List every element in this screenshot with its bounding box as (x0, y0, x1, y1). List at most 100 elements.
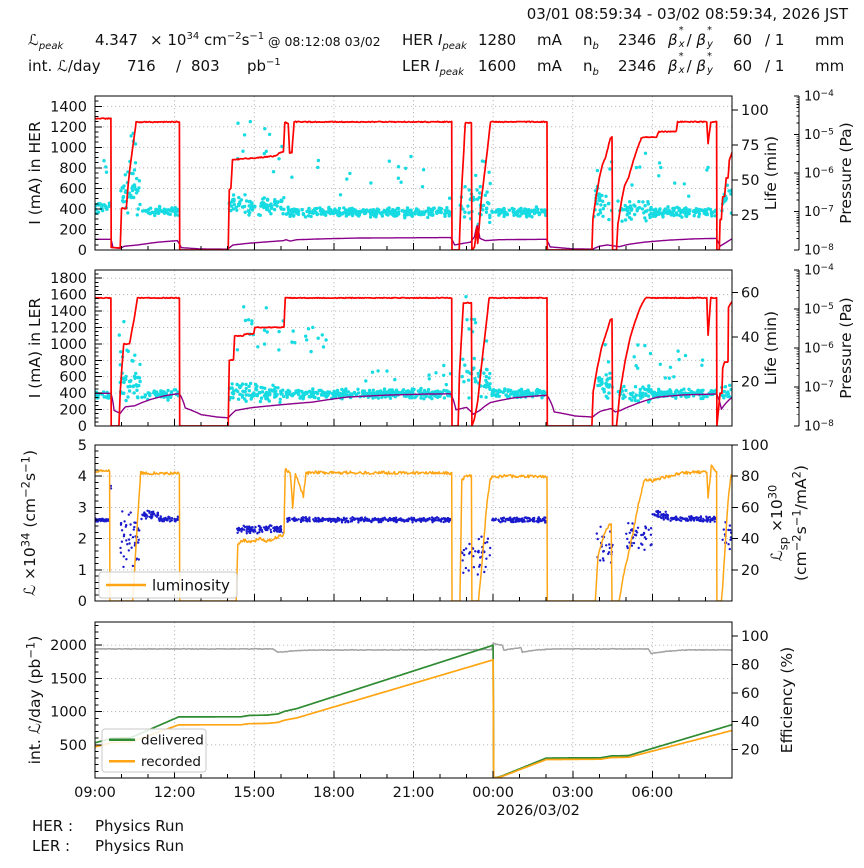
svg-text:10−5: 10−5 (804, 128, 834, 144)
svg-text:200: 200 (59, 403, 87, 419)
svg-text:10−7: 10−7 (804, 205, 834, 221)
series-group (95, 117, 732, 250)
her-status-label: HER : (32, 817, 74, 835)
svg-text:int. ℒ/day (pb−1): int. ℒ/day (pb−1) (24, 636, 45, 765)
svg-text:25: 25 (741, 208, 759, 224)
lpeak-timestamp: @ 08:12:08 03/02 (268, 34, 381, 49)
axis-labels: 0 1 2 3 4 5 20 40 60 80 100 ℒ ×1034 (cm−2s−1) ℒsp ×1… (19, 438, 811, 610)
series-luminosity (95, 464, 732, 601)
svg-text:5: 5 (78, 438, 87, 454)
series-delivered (95, 644, 732, 778)
svg-text:40: 40 (741, 714, 759, 730)
ler-betax-value: 60 (733, 57, 753, 75)
lpeak-unit: × 1034 cm−2s−1 (150, 31, 265, 49)
svg-text:00:00: 00:00 (472, 785, 514, 801)
header: 03/01 08:59:34 - 03/02 08:59:34, 2026 JS… (0, 0, 864, 84)
intlum-unit: pb−1 (247, 57, 281, 75)
ler-nb-value: 2346 (618, 57, 657, 75)
svg-text:100: 100 (741, 629, 769, 645)
her-beta-unit: mm (815, 31, 845, 49)
svg-text:Pressure (Pa): Pressure (Pa) (837, 122, 855, 223)
ler-status-value: Physics Run (95, 837, 185, 855)
svg-text:18:00: 18:00 (313, 785, 355, 801)
svg-text:1000: 1000 (50, 705, 87, 721)
svg-text:Pressure (Pa): Pressure (Pa) (837, 297, 855, 398)
lpeak-value: 4.347 (95, 31, 138, 49)
svg-text:1200: 1200 (50, 120, 87, 136)
her-status-value: Physics Run (95, 817, 185, 835)
svg-text:1000: 1000 (50, 140, 87, 156)
svg-text:50: 50 (741, 173, 759, 189)
ler-nb-label: nb (583, 57, 599, 78)
intlum-delivered-value: 803 (191, 57, 220, 75)
svg-text:60: 60 (741, 686, 759, 702)
ler-beta-label: β * x / β * y (668, 51, 713, 76)
svg-text:recorded: recorded (141, 754, 201, 770)
axis-ticks (94, 273, 738, 427)
svg-text:1800: 1800 (50, 271, 87, 287)
svg-text:1600: 1600 (50, 288, 87, 304)
series-group (95, 464, 732, 601)
legend: luminosity (98, 571, 238, 599)
svg-text:20: 20 (741, 743, 759, 759)
svg-text:2: 2 (78, 532, 87, 548)
her-ipeak-label: HER Ipeak (402, 31, 467, 52)
svg-text:4: 4 (78, 469, 87, 485)
axis-labels: 0 200 400 600 800 1000 1200 1400 25 50 75 100 I (mA)… (26, 99, 780, 259)
svg-text:1200: 1200 (50, 320, 87, 336)
legend: delivered recorded (101, 728, 207, 773)
svg-text:1000: 1000 (50, 337, 87, 353)
intlum-label: int. ℒ/day (28, 57, 101, 75)
series-ler-pressure (95, 392, 732, 419)
svg-text:2000: 2000 (50, 638, 87, 654)
series-recorded (95, 658, 732, 778)
her-run-status: HER : Physics Run (0, 817, 400, 837)
svg-text:delivered: delivered (141, 732, 204, 748)
svg-text:200: 200 (59, 222, 87, 238)
pressure-axis: 10−4 10−5 10−6 10−7 10−8 Pressure (Pa) (794, 89, 855, 259)
svg-text:Life (min): Life (min) (762, 311, 780, 385)
her-nb-value: 2346 (618, 31, 657, 49)
her-ipeak-unit: mA (537, 31, 562, 49)
svg-text:60: 60 (741, 285, 759, 301)
her-betax-value: 60 (733, 31, 753, 49)
her-betay-value: / 1 (765, 31, 785, 49)
svg-text:400: 400 (59, 386, 87, 402)
svg-text:75: 75 (741, 138, 759, 154)
ler-beta-unit: mm (815, 57, 845, 75)
svg-text:100: 100 (741, 103, 769, 119)
svg-text:10−6: 10−6 (804, 341, 834, 357)
svg-text:I (mA) in HER: I (mA) in HER (26, 121, 44, 225)
svg-text:21:00: 21:00 (393, 785, 435, 801)
svg-text:10−7: 10−7 (804, 380, 834, 396)
svg-text:2026/03/02: 2026/03/02 (496, 803, 580, 819)
svg-text:(cm−2s−1/mA2): (cm−2s−1/mA2) (790, 465, 811, 581)
plot-intlum: 500 1000 1500 2000 20 40 60 80 100 int. ℒ/day (pb… (24, 621, 796, 819)
svg-text:luminosity: luminosity (152, 576, 230, 594)
svg-text:1: 1 (78, 563, 87, 579)
svg-text:500: 500 (59, 738, 87, 754)
ler-betay-value: / 1 (765, 57, 785, 75)
svg-text:10−5: 10−5 (804, 302, 834, 318)
svg-text:I (mA) in LER: I (mA) in LER (26, 298, 44, 399)
ler-ipeak-label: LER Ipeak (402, 57, 464, 78)
header-row-1: ℒpeak 4.347 × 1034 cm−2s−1 @ 08:12:08 03… (0, 25, 864, 53)
ler-ipeak-unit: mA (537, 57, 562, 75)
svg-text:600: 600 (59, 181, 87, 197)
intlum-recorded-value: 716 (127, 57, 156, 75)
plot-lum: 0 1 2 3 4 5 20 40 60 80 100 ℒ ×1034 (cm−2s−1) ℒsp ×1… (19, 438, 811, 610)
gridlines (95, 96, 732, 250)
svg-text:40: 40 (741, 330, 759, 346)
svg-text:100: 100 (741, 438, 769, 454)
svg-text:10−4: 10−4 (804, 89, 834, 105)
svg-text:60: 60 (741, 500, 759, 516)
series-her-lifetime (95, 119, 732, 226)
svg-text:15:00: 15:00 (233, 785, 275, 801)
svg-text:Life (min): Life (min) (762, 136, 780, 210)
svg-text:3: 3 (78, 500, 87, 516)
series-her-current (95, 117, 732, 250)
date-range: 03/01 08:59:34 - 03/02 08:59:34, 2026 JS… (526, 5, 848, 23)
svg-text:10−8: 10−8 (804, 243, 834, 259)
